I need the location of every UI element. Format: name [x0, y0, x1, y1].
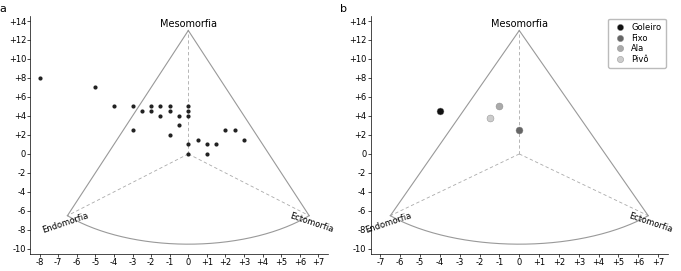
Text: Ectomorfia: Ectomorfia: [628, 211, 674, 234]
Text: Ectomorfia: Ectomorfia: [289, 211, 334, 234]
Text: Endomorfia: Endomorfia: [41, 211, 89, 235]
Text: a: a: [0, 4, 6, 14]
Text: Mesomorfia: Mesomorfia: [160, 19, 217, 29]
Text: Endomorfia: Endomorfia: [364, 211, 412, 235]
Legend: Goleiro, Fixo, Ala, Pivô: Goleiro, Fixo, Ala, Pivô: [608, 19, 665, 68]
Text: Mesomorfia: Mesomorfia: [491, 19, 548, 29]
Text: b: b: [340, 4, 347, 14]
